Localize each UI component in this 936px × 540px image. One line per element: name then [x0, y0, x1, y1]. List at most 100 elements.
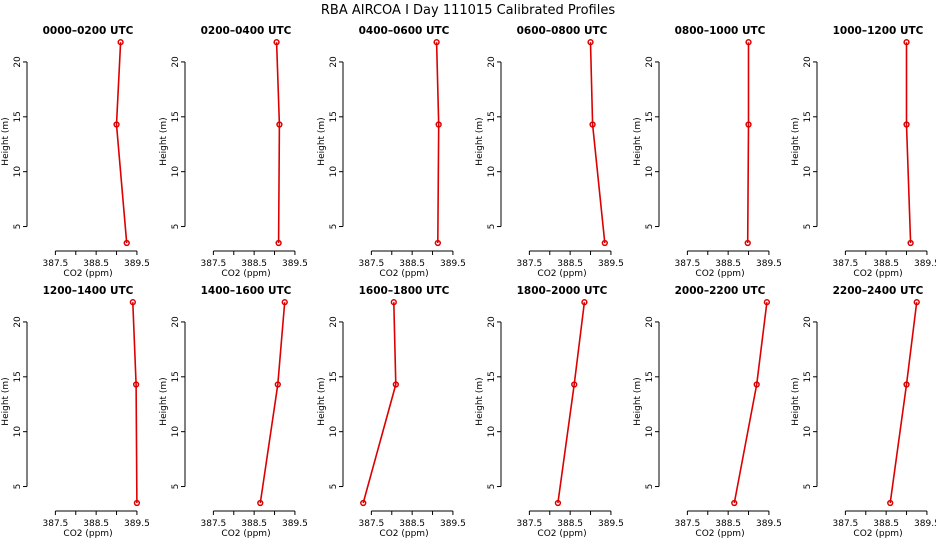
data-point — [601, 239, 608, 247]
y-tick-label: 15 — [329, 111, 339, 122]
data-point — [360, 499, 367, 507]
x-tick-label: 388.5 — [557, 519, 583, 529]
y-tick-label: 5 — [13, 224, 23, 230]
panel-title: 0800–1000 UTC — [675, 25, 766, 37]
data-point — [745, 39, 752, 46]
data-point — [435, 121, 442, 128]
y-tick-label: 10 — [329, 426, 339, 438]
panel-title: 1200–1400 UTC — [43, 285, 134, 297]
data-point — [390, 299, 397, 306]
data-point — [903, 381, 910, 388]
y-tick-label: 5 — [329, 484, 339, 490]
x-axis-label: CO2 (ppm) — [853, 529, 902, 539]
y-tick-label: 10 — [13, 166, 23, 178]
y-tick-label: 5 — [171, 224, 181, 230]
x-tick-label: 389.5 — [598, 519, 624, 529]
y-tick-label: 20 — [645, 56, 655, 68]
profile-line — [275, 42, 281, 244]
x-tick-label: 387.5 — [517, 519, 543, 529]
profile-line — [115, 42, 128, 244]
x-tick-label: 388.5 — [399, 519, 425, 529]
x-tick-label: 387.5 — [833, 259, 859, 269]
data-point — [117, 39, 124, 46]
x-axis-label: CO2 (ppm) — [853, 269, 902, 279]
y-tick-label: 20 — [645, 316, 655, 328]
x-tick-label: 388.5 — [241, 519, 267, 529]
x-tick-label: 388.5 — [715, 519, 741, 529]
profile-line — [132, 302, 138, 504]
x-tick-label: 389.5 — [282, 259, 308, 269]
profile-line — [746, 42, 750, 244]
y-tick-label: 20 — [171, 316, 181, 328]
y-tick-label: 15 — [487, 111, 497, 122]
y-axis-label: Height (m) — [633, 377, 643, 425]
data-point — [763, 299, 771, 306]
x-tick-label: 387.5 — [359, 259, 385, 269]
y-axis-label: Height (m) — [1, 117, 11, 165]
panel-title: 0600–0800 UTC — [517, 25, 608, 37]
y-axis-label: Height (m) — [791, 117, 801, 165]
x-axis-label: CO2 (ppm) — [537, 269, 586, 279]
x-tick-label: 389.5 — [282, 519, 308, 529]
x-tick-label: 388.5 — [399, 259, 425, 269]
data-point — [903, 121, 910, 128]
panel-2: 0200–0400 UTC 387.5 388.5 389.5 CO2 (ppm) 5 10… — [159, 25, 308, 279]
data-point — [433, 39, 440, 46]
y-tick-label: 5 — [487, 484, 497, 490]
y-tick-label: 15 — [13, 371, 23, 382]
data-point — [129, 299, 136, 306]
y-axis-label: Height (m) — [475, 377, 485, 425]
y-axis-label: Height (m) — [1, 377, 11, 425]
data-point — [274, 381, 281, 388]
y-tick-label: 15 — [171, 111, 181, 122]
data-point — [753, 381, 760, 388]
y-tick-label: 20 — [487, 316, 497, 328]
x-tick-label: 389.5 — [756, 519, 782, 529]
panel-title: 1400–1600 UTC — [201, 285, 292, 297]
profile-line — [905, 42, 912, 244]
profile-line — [435, 42, 440, 244]
y-tick-label: 10 — [487, 166, 497, 178]
data-point — [133, 499, 141, 507]
panels: 0000–0200 UTC 387.5 388.5 389.5 CO2 (ppm) 5 10… — [1, 25, 936, 539]
data-point — [744, 239, 751, 247]
x-tick-label: 389.5 — [440, 519, 466, 529]
y-tick-label: 10 — [803, 166, 813, 178]
profile-line — [889, 302, 918, 504]
panel-12: 2200–2400 UTC 387.5 388.5 389.5 CO2 (ppm) 5 10… — [791, 285, 936, 539]
x-tick-label: 387.5 — [201, 519, 227, 529]
y-tick-label: 15 — [645, 111, 655, 122]
y-axis-label: Height (m) — [633, 117, 643, 165]
x-tick-label: 387.5 — [675, 519, 701, 529]
x-tick-label: 389.5 — [440, 259, 466, 269]
figure-title: RBA AIRCOA I Day 111015 Calibrated Profi… — [321, 3, 615, 18]
data-point — [907, 239, 914, 247]
data-point — [132, 381, 140, 388]
data-point — [123, 239, 130, 247]
y-tick-label: 15 — [487, 371, 497, 382]
data-point — [392, 381, 399, 388]
data-point — [903, 39, 910, 46]
panel-title: 0000–0200 UTC — [43, 25, 134, 37]
data-point — [273, 39, 280, 46]
panel-title: 2200–2400 UTC — [833, 285, 924, 297]
x-tick-label: 387.5 — [517, 259, 543, 269]
x-tick-label: 387.5 — [201, 259, 227, 269]
y-axis-label: Height (m) — [159, 377, 169, 425]
y-axis-label: Height (m) — [159, 117, 169, 165]
x-tick-label: 388.5 — [83, 259, 109, 269]
data-point — [275, 239, 282, 247]
y-tick-label: 15 — [803, 371, 813, 382]
y-tick-label: 10 — [487, 426, 497, 438]
x-tick-label: 387.5 — [675, 259, 701, 269]
y-tick-label: 10 — [645, 426, 655, 438]
data-point — [257, 499, 264, 507]
panel-title: 1600–1800 UTC — [359, 285, 450, 297]
x-tick-label: 389.5 — [914, 519, 936, 529]
y-tick-label: 15 — [171, 371, 181, 382]
panel-title: 0200–0400 UTC — [201, 25, 292, 37]
panel-7: 1200–1400 UTC 387.5 388.5 389.5 CO2 (ppm) 5 10… — [1, 285, 150, 539]
y-tick-label: 20 — [13, 56, 23, 68]
x-tick-label: 389.5 — [124, 519, 150, 529]
y-tick-label: 15 — [329, 371, 339, 382]
